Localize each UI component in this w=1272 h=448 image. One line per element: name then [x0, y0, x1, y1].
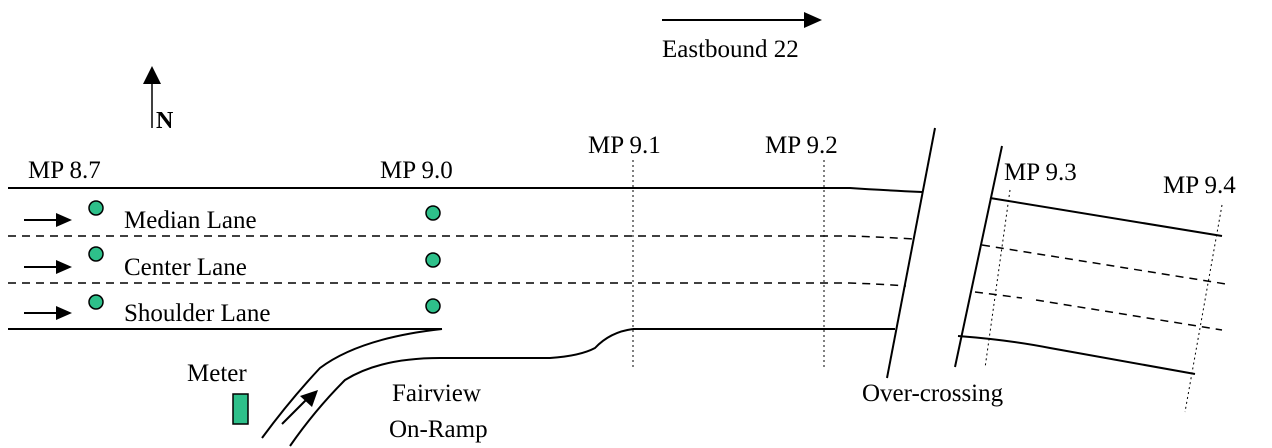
direction-label: Eastbound 22: [662, 36, 799, 63]
roadway-north-edge-east: [989, 197, 1223, 237]
lane-divider-east: [981, 244, 1227, 285]
milepost-line: [1184, 204, 1223, 413]
north-label: N: [156, 108, 174, 134]
overcrossing-label: Over-crossing: [862, 380, 1004, 407]
north-arrow-head: [143, 66, 161, 84]
loop-detector: [88, 200, 104, 216]
overcrossing-west-line: [886, 127, 936, 379]
lane-divider-east: [1035, 299, 1223, 331]
milepost-label: MP 9.3: [1004, 159, 1077, 186]
lane-label-center: Center Lane: [124, 254, 247, 281]
loop-detector: [425, 298, 441, 314]
ramp-arrow: [281, 397, 309, 425]
loop-detector: [88, 294, 104, 310]
roadway-south-edge-east: [957, 335, 1196, 375]
loop-detector: [88, 246, 104, 262]
ramp-label-line2: On-Ramp: [389, 416, 488, 443]
ramp-arrow-head: [300, 390, 318, 407]
loop-detector: [425, 252, 441, 268]
meter-label: Meter: [187, 360, 247, 387]
eastbound-arrow-head: [804, 12, 822, 28]
lane-arrow-head: [56, 213, 72, 227]
overcrossing-east-line: [954, 145, 1003, 368]
lane-arrow-head: [56, 306, 72, 320]
lane-label-median: Median Lane: [124, 207, 257, 234]
milepost-label: MP 9.2: [765, 132, 838, 159]
ramp-label-line1: Fairview: [392, 380, 481, 407]
lane-label-shoulder: Shoulder Lane: [124, 300, 270, 327]
ramp-edge-left: [261, 328, 443, 439]
loop-detector: [425, 205, 441, 221]
ramp-meter: [232, 393, 249, 425]
roadway-north-edge: [8, 187, 923, 193]
lane-divider: [8, 235, 915, 240]
milepost-label: MP 9.0: [380, 157, 453, 184]
lane-divider: [8, 282, 907, 287]
milepost-label: MP 8.7: [28, 157, 101, 184]
lane-arrow-head: [56, 260, 72, 274]
milepost-label: MP 9.4: [1163, 172, 1236, 199]
ramp-edge-right: [289, 328, 634, 447]
lane-divider-east: [974, 291, 1023, 299]
milepost-label: MP 9.1: [588, 132, 661, 159]
